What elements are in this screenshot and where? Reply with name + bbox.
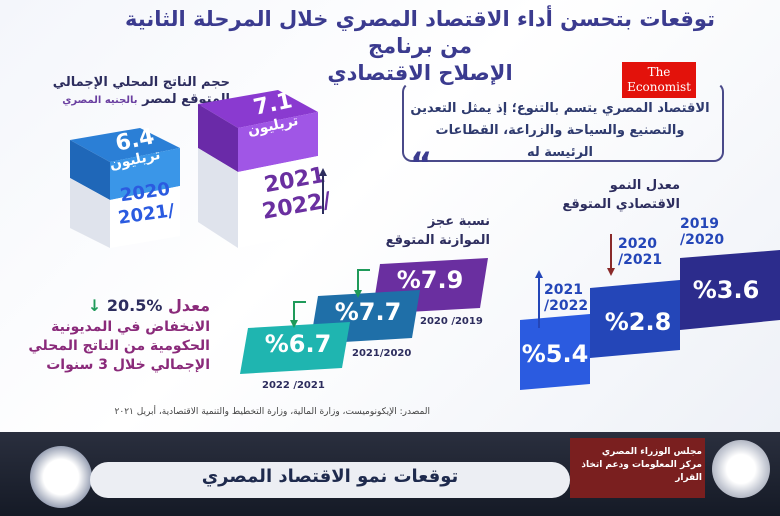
debt-header: معدل %20.5 ↓ bbox=[40, 296, 210, 315]
quote-line-2: والتصنيع والسياحة والزراعة، القطاعات الر… bbox=[435, 123, 685, 160]
arrow-up-icon bbox=[319, 168, 327, 214]
gdp-subtitle-small: بالجنيه المصري bbox=[62, 95, 138, 106]
footer-title-band bbox=[90, 462, 570, 498]
quote-text: الاقتصاد المصري يتسم بالتنوع؛ إذ يمثل ال… bbox=[410, 98, 710, 164]
growth-tile-2021 bbox=[520, 314, 590, 390]
deficit-year-2021: 2022 /2021 bbox=[262, 380, 325, 391]
infographic-panel: توقعات بتحسن أداء الاقتصاد المصري خلال ا… bbox=[0, 0, 780, 432]
growth-title-line-2: الاقتصادي المتوقع bbox=[562, 197, 680, 212]
arrow-down-icon bbox=[607, 234, 615, 276]
debt-text-line-1: الانخفاض في المديونية bbox=[51, 319, 210, 335]
debt-text-line-2: الحكومية من الناتج المحلي bbox=[28, 338, 210, 354]
arrow-down-green-icon: ↓ bbox=[87, 296, 102, 315]
org-line-2: مركز المعلومات ودعم اتخاذ القرار bbox=[581, 460, 702, 483]
deficit-title-line-1: نسبة عجز bbox=[427, 214, 490, 229]
growth-year-2019: 2019 /2020 bbox=[680, 216, 725, 248]
debt-value: %20.5 bbox=[106, 296, 163, 315]
deficit-chart bbox=[240, 258, 488, 374]
title-line-2: الإصلاح الاقتصادي bbox=[327, 61, 513, 85]
growth-tile-2020 bbox=[590, 280, 680, 358]
deficit-year-2020: 2021/2020 bbox=[352, 348, 412, 359]
growth-title: معدل النمو الاقتصادي المتوقع bbox=[540, 176, 680, 214]
deficit-value-2019: %7.9 bbox=[396, 266, 464, 294]
quote-mark-icon: “ bbox=[410, 145, 433, 185]
growth-value-2020: %2.8 bbox=[604, 308, 672, 336]
org-name: مجلس الوزراء المصري مركز المعلومات ودعم … bbox=[572, 446, 702, 485]
economist-logo: The Economist bbox=[622, 62, 696, 98]
cabinet-logo-icon bbox=[712, 440, 770, 498]
title-line-1: توقعات بتحسن أداء الاقتصاد المصري خلال ا… bbox=[125, 7, 715, 58]
footer-title: توقعات نمو الاقتصاد المصري bbox=[201, 466, 459, 487]
gdp-cube-2021 bbox=[198, 90, 318, 248]
org-label-box bbox=[570, 438, 705, 498]
growth-chart bbox=[520, 250, 780, 390]
deficit-value-2020: %7.7 bbox=[334, 298, 402, 326]
growth-tile-2019 bbox=[680, 250, 780, 330]
quote-line-1: الاقتصاد المصري يتسم بالتنوع؛ إذ يمثل ال… bbox=[410, 101, 710, 116]
gdp-cube-2020 bbox=[70, 128, 180, 248]
gdp-title: حجم الناتج المحلي الإجمالي bbox=[52, 75, 230, 90]
page-title: توقعات بتحسن أداء الاقتصاد المصري خلال ا… bbox=[120, 6, 720, 87]
deficit-title: نسبة عجز الموازنة المتوقع bbox=[380, 212, 490, 250]
debt-label: معدل bbox=[167, 296, 210, 315]
growth-year-2021: 2021 /2022 bbox=[544, 282, 589, 314]
growth-value-2019: %3.6 bbox=[692, 276, 760, 304]
debt-text-line-3: الإجمالي خلال 3 سنوات bbox=[46, 357, 210, 373]
chart-gauge-icon bbox=[30, 446, 92, 508]
growth-value-2021: %5.4 bbox=[521, 340, 589, 368]
source-note: المصدر: الإيكونوميست، وزارة المالية، وزا… bbox=[114, 407, 430, 417]
deficit-value-2021: %6.7 bbox=[264, 330, 332, 358]
deficit-title-line-2: الموازنة المتوقع bbox=[385, 233, 490, 248]
arrow-up-icon-2 bbox=[535, 270, 543, 328]
deficit-year-2019: 2020 /2019 bbox=[420, 316, 483, 327]
growth-year-2020: 2020 /2021 bbox=[618, 236, 663, 268]
growth-title-line-1: معدل النمو bbox=[609, 178, 680, 193]
debt-text: الانخفاض في المديونية الحكومية من الناتج… bbox=[20, 318, 210, 375]
org-line-1: مجلس الوزراء المصري bbox=[601, 447, 702, 457]
quote-box bbox=[402, 82, 724, 162]
